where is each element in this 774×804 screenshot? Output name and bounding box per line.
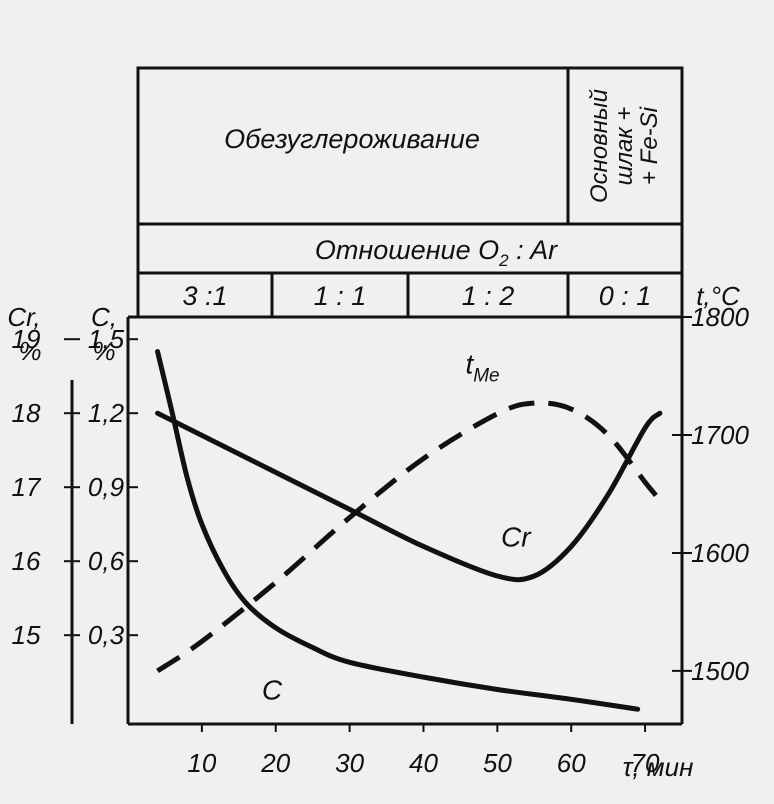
cr-tick-label: 18 — [12, 398, 41, 428]
t-tick-label: 1700 — [691, 420, 749, 450]
ratio-cell-4: 0 : 1 — [599, 281, 652, 311]
c-tick-label: 0,6 — [88, 546, 125, 576]
t-tick-label: 1600 — [691, 538, 749, 568]
stage-decarburization-label: Обезуглероживание — [224, 124, 480, 154]
cr-axis-title: Cr, — [7, 302, 40, 332]
x-tick-label: 70 — [631, 748, 660, 778]
cr-tick-label: 16 — [12, 546, 41, 576]
c-tick-label: 0,3 — [88, 620, 125, 650]
t-axis-title: t,°C — [696, 281, 740, 311]
cr-tick-label: 17 — [12, 472, 42, 502]
ratio-title-prefix: Отношение O — [315, 235, 499, 265]
cr-tick-label: 19 — [12, 324, 41, 354]
series-label-t: tMe — [465, 349, 499, 387]
x-axis-title: τ, мин — [623, 752, 694, 782]
c-axis-title: C, — [91, 302, 117, 332]
x-tick-label: 30 — [335, 748, 364, 778]
x-tick-label: 10 — [187, 748, 216, 778]
stage-slag-label: Основный шлак + + Fe-Si — [586, 89, 663, 203]
t-tick-label: 1500 — [691, 656, 749, 686]
ratio-title-subscript: 2 — [498, 251, 509, 270]
series-line-t — [156, 400, 662, 673]
x-tick-label: 40 — [409, 748, 438, 778]
cr-tick-label: 15 — [12, 620, 41, 650]
series-line-cr — [155, 410, 663, 583]
stage-slag-line-3: + Fe-Si — [636, 106, 663, 185]
chart-frame — [70, 66, 684, 726]
series-label-t-main: t — [465, 349, 474, 380]
c-axis-unit: % — [92, 336, 115, 366]
stage-slag-line-2: шлак + — [611, 107, 638, 186]
ratio-title: Отношение O2 : Ar — [315, 235, 558, 270]
ratio-cell-3: 1 : 2 — [462, 281, 515, 311]
c-tick-label: 1,2 — [88, 398, 125, 428]
cr-axis-unit: % — [18, 336, 41, 366]
tick-layer: 10 20 30 40 50 60 70 15 16 17 18 19 0,3 0,6 0,9 1,2 1,5 1… — [12, 302, 750, 778]
series-label-c: C — [262, 674, 283, 705]
curve-layer — [155, 349, 663, 712]
ratio-title-suffix: : Ar — [509, 235, 559, 265]
t-tick-label: 1800 — [691, 302, 749, 332]
series-label-t-sub: Me — [473, 366, 499, 387]
c-tick-label: 1,5 — [88, 324, 125, 354]
series-label-cr: Cr — [501, 521, 532, 552]
x-tick-label: 50 — [483, 748, 512, 778]
x-tick-label: 60 — [557, 748, 586, 778]
c-tick-label: 0,9 — [88, 472, 124, 502]
x-tick-label: 20 — [260, 748, 290, 778]
ratio-cell-2: 1 : 1 — [314, 281, 367, 311]
series-line-c — [155, 349, 641, 712]
ratio-cell-1: 3 :1 — [182, 281, 227, 311]
stage-slag-line-1: Основный — [586, 89, 613, 203]
